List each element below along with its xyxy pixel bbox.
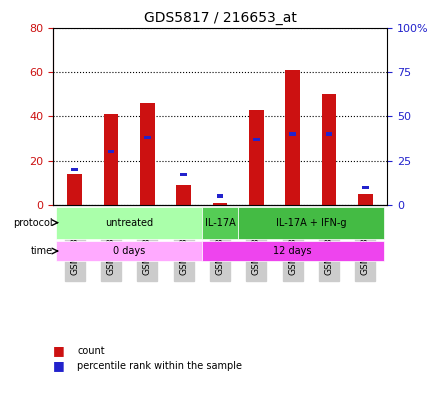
Text: IL-17A: IL-17A xyxy=(205,218,235,228)
FancyBboxPatch shape xyxy=(238,207,384,239)
Text: percentile rank within the sample: percentile rank within the sample xyxy=(77,362,242,371)
Bar xyxy=(144,136,150,139)
Bar xyxy=(322,94,336,205)
Bar xyxy=(286,70,300,205)
Bar xyxy=(326,132,332,136)
Bar xyxy=(67,174,82,205)
Title: GDS5817 / 216653_at: GDS5817 / 216653_at xyxy=(143,11,297,25)
Bar xyxy=(217,195,223,198)
FancyBboxPatch shape xyxy=(56,241,202,261)
Bar xyxy=(253,138,260,141)
Bar xyxy=(249,110,264,205)
FancyBboxPatch shape xyxy=(202,241,384,261)
Bar xyxy=(104,114,118,205)
Bar xyxy=(176,185,191,205)
Bar xyxy=(290,132,296,136)
Text: ■: ■ xyxy=(53,360,65,373)
Text: IL-17A + IFN-g: IL-17A + IFN-g xyxy=(275,218,346,228)
Bar xyxy=(358,194,373,205)
Text: 0 days: 0 days xyxy=(113,246,145,256)
FancyBboxPatch shape xyxy=(56,207,202,239)
Text: ■: ■ xyxy=(53,344,65,357)
Text: time: time xyxy=(31,246,53,256)
Text: untreated: untreated xyxy=(105,218,153,228)
Text: protocol: protocol xyxy=(13,218,53,228)
FancyBboxPatch shape xyxy=(202,207,238,239)
Bar xyxy=(108,150,114,153)
Bar xyxy=(140,103,154,205)
Text: count: count xyxy=(77,346,105,356)
Bar xyxy=(213,203,227,205)
Text: 12 days: 12 days xyxy=(273,246,312,256)
Bar xyxy=(362,185,369,189)
Bar xyxy=(71,168,78,171)
Bar xyxy=(180,173,187,176)
